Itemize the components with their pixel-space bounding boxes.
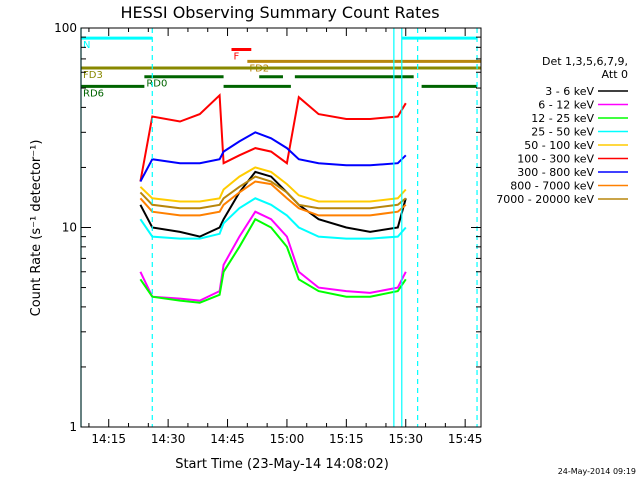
legend-label-2: 6 - 12 keV [538, 99, 594, 112]
y-tick-label-1: 1 [69, 420, 77, 434]
legend-label-9: 7000 - 20000 keV [496, 193, 594, 206]
flag-label-fd3: FD3 [83, 70, 103, 81]
series-line-3 [139, 217, 407, 304]
y-tick-label-2: 10 [62, 221, 77, 235]
legend-label-5: 50 - 100 keV [524, 139, 594, 152]
series-line-6 [139, 93, 407, 182]
series-line-9 [139, 175, 407, 210]
flag-bars: NFFD2FD3RD0RD6 [81, 36, 481, 99]
axis-ticks: 14:15 14:30 14:45 15:00 15:15 15:30 15:45 1 10 10… [54, 21, 482, 446]
y-tick-label-3: 100 [54, 21, 77, 35]
flag-label-rd0: RD0 [146, 79, 167, 90]
legend-header-line-1: Det 1,3,5,6,7,9, [542, 55, 628, 68]
legend-label-8: 800 - 7000 keV [510, 180, 594, 193]
legend-label-6: 100 - 300 keV [517, 153, 594, 166]
chart-title: HESSI Observing Summary Count Rates [120, 3, 439, 22]
x-tick-label-2: 14:30 [151, 432, 186, 446]
legend-label-1: 3 - 6 keV [545, 85, 594, 98]
series-line-1 [139, 170, 407, 238]
series-line-4 [139, 197, 407, 240]
flag-label-rd6: RD6 [83, 88, 104, 99]
legend-label-7: 300 - 800 keV [517, 166, 594, 179]
x-tick-label-1: 14:15 [91, 432, 126, 446]
flag-label-n: N [83, 40, 90, 51]
series-line-8 [139, 180, 407, 217]
y-axis-label: Count Rate (s⁻¹ detector⁻¹) [29, 140, 44, 317]
plot-frame [80, 27, 482, 428]
legend-label-3: 12 - 25 keV [531, 112, 594, 125]
flag-label-f: F [233, 52, 239, 63]
x-tick-label-6: 15:30 [388, 432, 423, 446]
plot-area [139, 93, 407, 304]
series-line-7 [139, 131, 407, 182]
legend-header-line-2: Att 0 [602, 68, 628, 81]
x-tick-label-3: 14:45 [210, 432, 245, 446]
series-line-5 [139, 166, 407, 203]
footer-timestamp: 24-May-2014 09:19 [558, 467, 636, 476]
x-tick-label-7: 15:45 [448, 432, 483, 446]
x-tick-label-4: 15:00 [270, 432, 305, 446]
x-tick-label-5: 15:15 [329, 432, 364, 446]
x-axis-label: Start Time (23-May-14 14:08:02) [175, 457, 389, 472]
legend-label-4: 25 - 50 keV [531, 126, 594, 139]
series-line-2 [139, 210, 407, 302]
